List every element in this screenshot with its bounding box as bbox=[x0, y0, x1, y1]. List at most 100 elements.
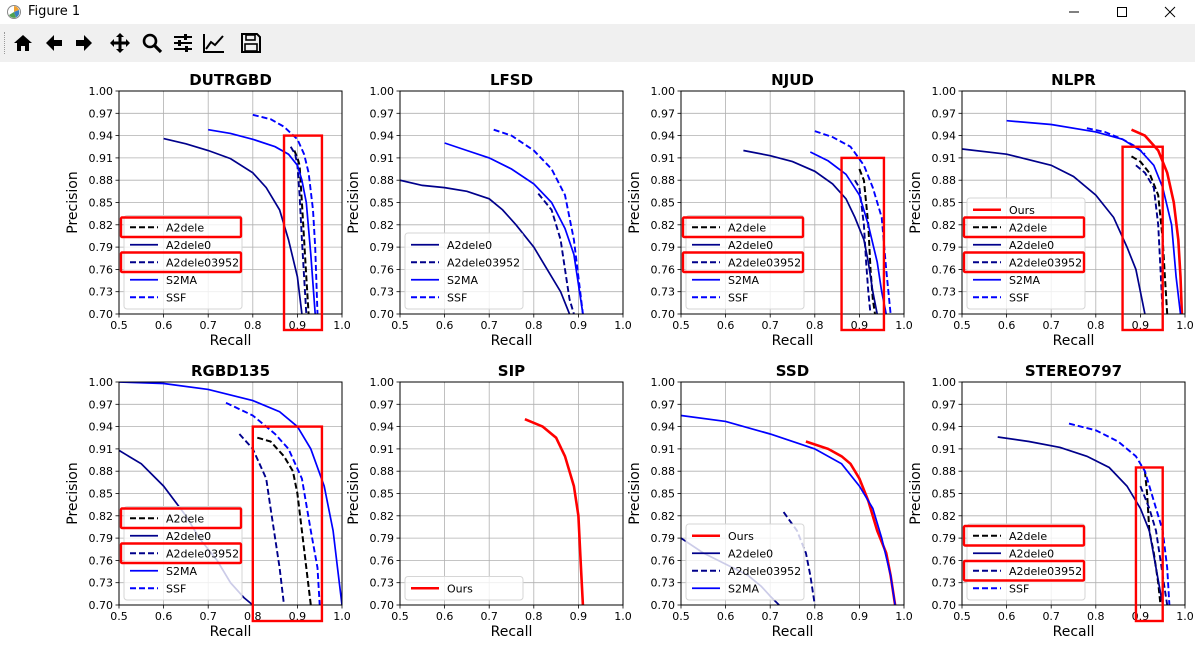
y-tick-label: 0.85 bbox=[89, 197, 114, 210]
zoom-button[interactable] bbox=[138, 30, 166, 56]
axes-frame bbox=[118, 381, 343, 606]
x-tick-label: 1.0 bbox=[333, 610, 351, 623]
legend-label: A2dele03952 bbox=[166, 256, 239, 269]
maximize-button[interactable] bbox=[1098, 0, 1146, 24]
series-line-a2dele03952 bbox=[537, 192, 575, 314]
x-tick-label: 0.8 bbox=[525, 610, 543, 623]
y-tick-label: 0.76 bbox=[370, 263, 395, 276]
y-tick-label: 0.70 bbox=[932, 599, 957, 612]
legend-label: A2dele0 bbox=[728, 239, 773, 252]
x-axis-label: Recall bbox=[210, 333, 252, 349]
series-line-ours bbox=[805, 440, 897, 605]
legend-highlight-box bbox=[119, 542, 243, 565]
arrow-right-icon bbox=[76, 35, 92, 51]
save-button[interactable] bbox=[237, 30, 265, 56]
toolbar-grip bbox=[4, 32, 7, 54]
x-axis-label: Recall bbox=[210, 624, 252, 640]
y-tick-label: 0.85 bbox=[370, 488, 395, 501]
x-tick-label: 0.7 bbox=[761, 610, 779, 623]
series-line-a2dele0 bbox=[163, 137, 303, 314]
legend-label: SSF bbox=[1009, 291, 1029, 304]
x-tick-label: 1.0 bbox=[1176, 610, 1194, 623]
y-tick-label: 0.82 bbox=[651, 510, 676, 523]
close-button[interactable] bbox=[1146, 0, 1194, 24]
x-tick-label: 0.6 bbox=[717, 610, 735, 623]
floppy-disk-icon bbox=[241, 33, 261, 53]
legend-label: A2dele0 bbox=[1009, 547, 1054, 560]
y-tick-label: 0.70 bbox=[932, 308, 957, 321]
series-line-s2ma bbox=[444, 142, 584, 314]
x-tick-label: 0.9 bbox=[851, 319, 869, 332]
y-tick-label: 0.97 bbox=[370, 398, 395, 411]
x-tick-label: 0.5 bbox=[672, 319, 690, 332]
y-tick-label: 0.85 bbox=[932, 197, 957, 210]
y-tick-label: 1.00 bbox=[651, 376, 676, 389]
legend-label: A2dele bbox=[166, 221, 204, 234]
y-tick-label: 1.00 bbox=[89, 376, 114, 389]
series-line-a2dele0 bbox=[400, 179, 571, 314]
legend-highlight-box bbox=[962, 524, 1086, 547]
series-line-ours bbox=[524, 417, 585, 605]
x-tick-label: 0.5 bbox=[110, 610, 128, 623]
subplot-sip: 0.5 0.6 0.7 0.8 0.9 1.0 0.70 0.73 0.76 0.79 0.82 0.… bbox=[346, 362, 632, 640]
y-tick-label: 0.79 bbox=[370, 241, 395, 254]
legend-label: Ours bbox=[1009, 204, 1035, 217]
legend-label: S2MA bbox=[166, 565, 197, 578]
subplot-ssd: 0.5 0.6 0.7 0.8 0.9 1.0 0.70 0.73 0.76 0.79 0.82 0.… bbox=[627, 362, 913, 640]
y-tick-label: 1.00 bbox=[651, 85, 676, 98]
edit-axes-button[interactable] bbox=[200, 30, 228, 56]
legend-label: A2dele03952 bbox=[447, 256, 520, 269]
minimize-button[interactable] bbox=[1050, 0, 1098, 24]
y-tick-label: 0.94 bbox=[932, 130, 957, 143]
legend-label: SSF bbox=[166, 291, 186, 304]
legend-highlight-box bbox=[119, 216, 243, 239]
y-tick-label: 0.70 bbox=[370, 599, 395, 612]
navigation-toolbar bbox=[0, 24, 1195, 63]
x-tick-label: 0.7 bbox=[480, 610, 498, 623]
x-tick-label: 0.7 bbox=[480, 319, 498, 332]
subplot-title: DUTRGBD bbox=[189, 71, 272, 89]
series-line-a2dele bbox=[257, 436, 312, 605]
series-line-s2ma bbox=[1006, 119, 1182, 314]
y-tick-label: 0.85 bbox=[370, 197, 395, 210]
forward-button[interactable] bbox=[70, 30, 98, 56]
series-line-a2dele03952 bbox=[1135, 164, 1164, 314]
minimize-icon bbox=[1069, 11, 1079, 13]
y-tick-label: 0.70 bbox=[651, 599, 676, 612]
series-line-s2ma bbox=[681, 414, 896, 605]
line-chart-icon bbox=[203, 34, 224, 53]
y-tick-label: 0.97 bbox=[932, 398, 957, 411]
x-tick-label: 0.9 bbox=[570, 610, 588, 623]
x-tick-label: 0.9 bbox=[289, 319, 307, 332]
y-tick-label: 0.70 bbox=[651, 308, 676, 321]
y-tick-label: 0.73 bbox=[89, 577, 114, 590]
axes-frame bbox=[118, 90, 343, 315]
axes-frame bbox=[680, 90, 905, 315]
x-tick-label: 0.7 bbox=[1042, 610, 1060, 623]
subplot-nlpr: 0.5 0.6 0.7 0.8 0.9 1.0 0.70 0.73 0.76 0.79 0.82 0.… bbox=[908, 71, 1194, 349]
y-axis-label: Precision bbox=[627, 462, 643, 524]
pan-button[interactable] bbox=[106, 30, 134, 56]
y-axis-label: Precision bbox=[346, 171, 362, 233]
series-line-a2dele bbox=[858, 168, 876, 314]
y-tick-label: 0.85 bbox=[932, 488, 957, 501]
series-line-a2dele0 bbox=[743, 149, 879, 314]
subplot-title: LFSD bbox=[490, 71, 533, 89]
y-tick-label: 0.76 bbox=[651, 554, 676, 567]
y-tick-label: 0.97 bbox=[932, 107, 957, 120]
home-icon bbox=[14, 35, 32, 51]
figure-canvas: 0.5 0.6 0.7 0.8 0.9 1.0 0.70 0.73 0.76 0.79 0.82 0.… bbox=[0, 62, 1195, 660]
figure-svg: 0.5 0.6 0.7 0.8 0.9 1.0 0.70 0.73 0.76 0.79 0.82 0.… bbox=[65, 71, 1194, 640]
axes-frame bbox=[961, 90, 1186, 315]
y-tick-label: 0.76 bbox=[89, 263, 114, 276]
y-tick-label: 0.70 bbox=[89, 599, 114, 612]
region-highlight-box bbox=[282, 134, 324, 332]
back-button[interactable] bbox=[40, 30, 68, 56]
legend-label: SSF bbox=[166, 582, 186, 595]
x-tick-label: 1.0 bbox=[333, 319, 351, 332]
configure-subplots-button[interactable] bbox=[169, 30, 197, 56]
series-line-a2dele03952 bbox=[289, 146, 308, 314]
home-button[interactable] bbox=[9, 30, 37, 56]
y-tick-label: 0.88 bbox=[370, 174, 395, 187]
series-line-a2dele0 bbox=[962, 148, 1146, 314]
